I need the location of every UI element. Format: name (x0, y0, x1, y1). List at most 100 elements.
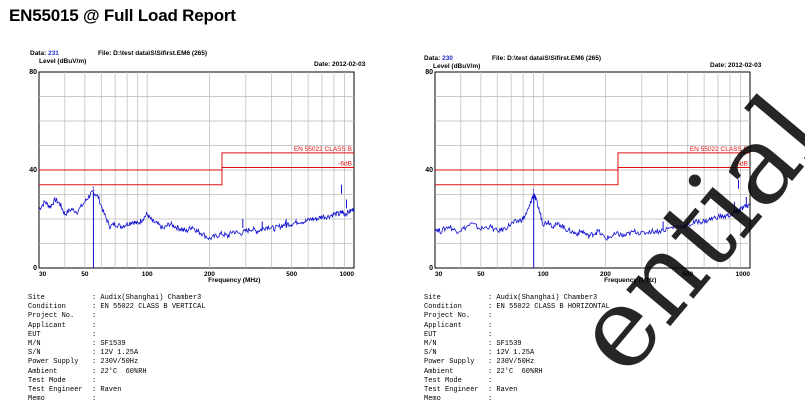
info-value: : Audix(Shanghai) Chamber3 (92, 294, 202, 302)
info-key: Memo (424, 395, 441, 404)
x-tick-label: 1000 (340, 271, 355, 278)
emission-chart-horizontal: EN 55022 CLASS B -6dB 1 0 40 80 30 50 100 200 500 1… (425, 69, 751, 284)
limit-label: EN 55022 CLASS B (690, 146, 748, 153)
info-key: EUT (424, 330, 437, 339)
info-key: M/N (424, 339, 437, 348)
info-row: Site: Audix(Shanghai) Chamber3 (28, 294, 205, 303)
y-tick-label: 40 (29, 167, 37, 174)
margin-line (435, 167, 750, 186)
info-value: : 22'C 60%RH (92, 367, 147, 376)
info-row: S/N: 12V 1.25A (28, 349, 205, 358)
limit-line (435, 152, 750, 171)
info-key: Ambient (424, 367, 454, 376)
emission-chart-vertical: EN 55022 CLASS B -6dB 1 0 40 80 30 50 100 200 500 1… (29, 69, 355, 284)
info-row: EUT: (424, 331, 610, 340)
data-prefix: Data: (30, 50, 47, 57)
file-label: File: D:\test data\S\Sifirst.EM6 (265) (98, 50, 208, 57)
marker-number: 1 (92, 187, 96, 193)
info-row: Power Supply : 230V/50Hz (28, 358, 205, 367)
report-title: EN55015 @ Full Load Report (9, 6, 236, 25)
x-tick-label: 200 (600, 271, 611, 278)
y-tick-label: 40 (425, 167, 433, 174)
info-key: Site (424, 294, 441, 302)
info-key: Test Engineer (424, 385, 479, 394)
info-row: Test Engineer : Raven (28, 386, 205, 395)
info-value: : 12V 1.25A (92, 349, 139, 358)
info-row: Ambient: 22'C 60%RH (424, 368, 610, 377)
y-tick-label: 80 (29, 69, 37, 76)
date-label: Date: 2012-02-03 (314, 61, 366, 68)
info-value: : 230V/50Hz (92, 358, 139, 367)
info-key: Applicant (28, 321, 66, 330)
info-value: : (488, 312, 493, 321)
info-value: : 12V 1.25A (488, 349, 535, 358)
info-key: M/N (28, 339, 41, 348)
info-key: Power Supply (28, 358, 79, 367)
info-row: Condition : EN 55022 CLASS B VERTICAL (28, 303, 205, 312)
marker-number: 1 (532, 190, 536, 196)
info-value: : SF1539 (488, 339, 522, 348)
info-key: Condition (424, 303, 462, 312)
info-value: : (92, 321, 97, 330)
info-key: S/N (424, 349, 437, 358)
info-value: : SF1539 (92, 339, 126, 348)
info-value: : EN 55022 CLASS B VERTICAL (92, 303, 206, 312)
test-info-horizontal: Site : Audix(Shanghai) Chamber3 Condition:… (424, 294, 610, 404)
info-key: Test Engineer (28, 385, 83, 394)
data-number-label: Data: 231 (30, 50, 59, 57)
y-tick-label: 0 (33, 265, 37, 272)
data-prefix: Data: (424, 55, 441, 62)
margin-line (39, 167, 354, 186)
info-value: : (488, 376, 493, 385)
x-tick-label: 500 (682, 271, 693, 278)
limit-label: EN 55022 CLASS B (294, 146, 352, 153)
x-tick-label: 500 (286, 271, 297, 278)
x-tick-label: 100 (538, 271, 549, 278)
y-tick-label: 0 (429, 265, 433, 272)
x-tick-label: 50 (477, 271, 485, 278)
y-axis-label: Level (dBuV/m) (39, 58, 87, 65)
info-value: : EN 55022 CLASS B HORIZONTAL (488, 303, 610, 312)
info-row: M/N : SF1539 (28, 340, 205, 349)
info-value: : (92, 395, 97, 404)
info-key: Power Supply (424, 358, 475, 367)
x-tick-label: 1000 (736, 271, 751, 278)
info-key: Ambient (28, 367, 58, 376)
info-row: EUT: (28, 331, 205, 340)
info-value: : Audix(Shanghai) Chamber3 (488, 294, 598, 302)
info-key: Condition (28, 303, 66, 312)
data-number: 230 (442, 55, 453, 62)
info-key: Memo (28, 395, 45, 404)
chart-panel-horizontal: Data: 230 File: D:\test data\S\Sifirst.E… (420, 50, 762, 410)
info-row: Applicant: (28, 322, 205, 331)
info-value: : (92, 312, 97, 321)
emission-trace (434, 193, 751, 241)
info-row: Test Mode: (28, 377, 205, 386)
info-row: Applicant: (424, 322, 610, 331)
date-label: Date: 2012-02-03 (710, 62, 762, 69)
data-number-label: Data: 230 (424, 55, 453, 62)
info-value: : (92, 330, 97, 339)
info-key: Test Mode (424, 376, 462, 385)
info-value: : (488, 395, 493, 404)
x-axis-label: Frequency (MHz) (604, 277, 656, 284)
info-row: Power Supply : 230V/50Hz (424, 358, 610, 367)
info-row: Test Mode: (424, 377, 610, 386)
info-key: Project No. (424, 312, 471, 321)
margin-label: -6dB (734, 161, 748, 168)
x-tick-label: 200 (204, 271, 215, 278)
info-value: : (488, 330, 493, 339)
info-row: Memo: (28, 395, 205, 404)
x-tick-label: 100 (142, 271, 153, 278)
info-row: Memo: (424, 395, 610, 404)
info-value: : (92, 376, 97, 385)
info-value: : Raven (92, 385, 122, 394)
info-value: : 230V/50Hz (488, 358, 535, 367)
test-info-vertical: Site: Audix(Shanghai) Chamber3 Condition:… (28, 294, 205, 404)
info-row: Test Engineer: Raven (424, 386, 610, 395)
x-tick-label: 30 (39, 271, 47, 278)
limit-line (39, 152, 354, 171)
info-row: Project No.: (28, 312, 205, 321)
emission-trace (38, 190, 355, 241)
x-axis-label: Frequency (MHz) (208, 277, 260, 284)
